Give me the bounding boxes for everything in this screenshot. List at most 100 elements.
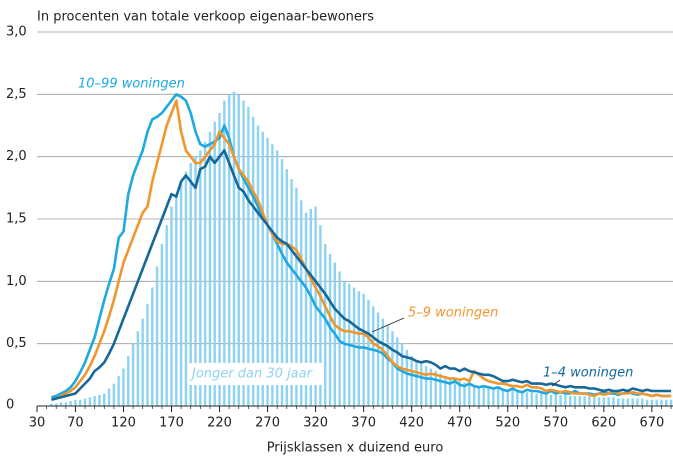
leader-line [551,379,561,387]
x-tick-label: 470 [447,416,472,431]
bar [103,393,106,406]
bar [496,388,500,406]
y-tick-label: 0 [6,398,14,413]
bar [304,212,308,406]
y-tick-label: 2,0 [6,149,27,164]
bar [242,100,245,407]
bar [391,331,394,406]
bar [396,337,399,406]
bar [386,324,389,406]
bar [136,331,140,406]
bar [631,398,634,406]
bar [112,383,116,406]
bar [439,373,442,406]
label-box [188,363,324,385]
bar [299,200,303,406]
chart-title: In procenten van totale verkoop eigenaar… [37,10,374,25]
bar [621,398,625,406]
bar [665,399,668,406]
bar [170,206,173,406]
bar [218,113,221,407]
bar [55,403,58,406]
bar [381,318,385,406]
x-axis-label: Prijsklassen x duizend euro [267,441,444,456]
bar [328,253,332,406]
bar [468,383,471,406]
bar [295,187,298,406]
bar [506,389,509,406]
bar [79,399,82,406]
bar [127,356,130,406]
bar [559,394,562,406]
bar [372,306,375,406]
y-tick-label: 2,5 [6,87,27,102]
bar [227,94,231,406]
x-tick-label: 70 [67,416,84,431]
bar [362,293,365,406]
series-label: Jonger dan 30 jaar [189,367,314,382]
bar [617,398,620,406]
series-line [51,99,672,402]
x-tick-label: 670 [639,416,664,431]
bar [117,376,120,406]
bar [338,271,341,406]
x-tick-label: 30 [29,416,46,431]
bar [477,386,481,406]
leader-line [371,317,405,333]
bar [160,243,164,406]
bar [324,243,327,406]
bar [463,382,466,406]
bar [544,393,548,406]
bar [636,398,639,406]
bar [290,179,293,406]
bar [367,300,370,406]
bar [256,125,260,406]
bar [64,402,68,406]
bar [88,397,92,406]
bar [151,287,154,406]
bar [472,384,476,406]
bar [448,378,452,406]
bar [540,393,543,406]
bar [607,397,610,406]
series-line [51,93,672,399]
x-tick-label: 620 [591,416,616,431]
bar [184,171,188,406]
bar [535,393,538,406]
bar [74,399,77,406]
bar [261,131,264,406]
bar [83,398,87,406]
bar [626,398,630,406]
bar [424,366,428,406]
bar [194,156,197,406]
y-tick-label: 3,0 [6,25,27,40]
x-tick-label: 170 [159,416,184,431]
bar [641,398,644,406]
bar [573,396,577,406]
bar [280,159,284,406]
bar [93,396,96,406]
bar [415,359,418,406]
bar [122,368,125,406]
bar [400,343,404,406]
bar [237,94,240,406]
y-tick-label: 1,0 [6,274,27,289]
bar [319,225,322,406]
bar [165,225,168,406]
bar [203,141,207,406]
bar [271,144,274,406]
bar [223,100,226,407]
bar [199,150,202,406]
bar [492,387,495,406]
y-tick-label: 0,5 [6,336,27,351]
bar [420,363,423,406]
bar [516,391,519,406]
series-line [51,149,672,402]
bar [669,399,673,406]
bar [487,387,490,406]
bar [131,343,135,406]
bar [444,376,447,406]
x-tick-label: 270 [255,416,280,431]
x-tick-label: 120 [111,416,136,431]
bar [405,349,409,406]
